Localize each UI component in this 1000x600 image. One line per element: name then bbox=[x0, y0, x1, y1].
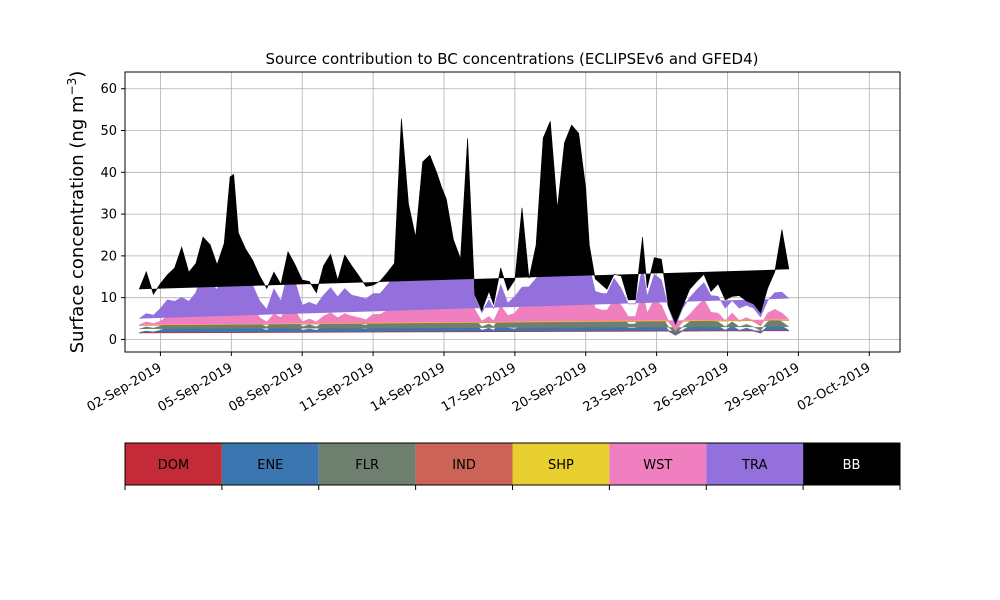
legend-swatch-tra bbox=[706, 443, 804, 485]
x-tick-label: 20-Sep-2019 bbox=[510, 360, 590, 415]
y-tick-label: 10 bbox=[100, 291, 117, 306]
x-tick-label: 05-Sep-2019 bbox=[155, 360, 235, 415]
legend-swatch-shp bbox=[512, 443, 610, 485]
legend-swatch-dom bbox=[125, 443, 222, 485]
x-tick-label: 11-Sep-2019 bbox=[297, 360, 377, 415]
legend: DOM ENE FLR IND SHP WST TRA BB bbox=[124, 442, 901, 490]
legend-label-wst: WST bbox=[643, 458, 672, 473]
y-tick-label: 0 bbox=[109, 333, 117, 348]
stacked-areas bbox=[138, 118, 790, 336]
x-axis-ticks: 02-Sep-201905-Sep-201908-Sep-201911-Sep-… bbox=[85, 352, 873, 415]
x-tick-label: 02-Oct-2019 bbox=[795, 360, 873, 414]
x-tick-label: 26-Sep-2019 bbox=[652, 360, 732, 415]
y-axis-label-main: Surface concentration (ng m bbox=[67, 95, 88, 353]
legend-swatch-flr bbox=[318, 443, 416, 485]
y-axis-label: Surface concentration (ng m−3) bbox=[65, 71, 88, 354]
legend-label-shp: SHP bbox=[548, 458, 574, 473]
y-tick-label: 20 bbox=[100, 249, 117, 264]
plot-frame bbox=[124, 71, 901, 353]
y-axis-ticks: 0 10 20 30 40 50 60 bbox=[100, 82, 125, 348]
x-tick-label: 02-Sep-2019 bbox=[85, 360, 165, 415]
legend-swatch-wst bbox=[609, 443, 707, 485]
y-axis-label-sup: −3 bbox=[65, 78, 79, 96]
x-tick-label: 17-Sep-2019 bbox=[439, 360, 519, 415]
legend-swatch-ind bbox=[415, 443, 513, 485]
y-tick-label: 40 bbox=[100, 166, 117, 181]
y-tick-label: 30 bbox=[100, 208, 117, 223]
chart-title: Source contribution to BC concentrations… bbox=[265, 50, 758, 68]
area-bb bbox=[138, 118, 790, 325]
x-tick-label: 14-Sep-2019 bbox=[368, 360, 448, 415]
legend-label-ene: ENE bbox=[257, 458, 283, 473]
legend-label-flr: FLR bbox=[355, 458, 379, 473]
legend-label-dom: DOM bbox=[158, 458, 189, 473]
x-tick-label: 08-Sep-2019 bbox=[226, 360, 306, 415]
x-tick-label: 29-Sep-2019 bbox=[723, 360, 803, 415]
y-axis-label-close: ) bbox=[67, 71, 88, 78]
y-tick-label: 60 bbox=[100, 82, 117, 97]
legend-label-ind: IND bbox=[452, 458, 476, 473]
x-tick-label: 23-Sep-2019 bbox=[581, 360, 661, 415]
y-tick-label: 50 bbox=[100, 124, 117, 139]
legend-label-tra: TRA bbox=[741, 458, 767, 473]
legend-swatch-bb bbox=[803, 443, 900, 485]
legend-swatch-ene bbox=[221, 443, 319, 485]
legend-label-bb: BB bbox=[843, 458, 861, 473]
